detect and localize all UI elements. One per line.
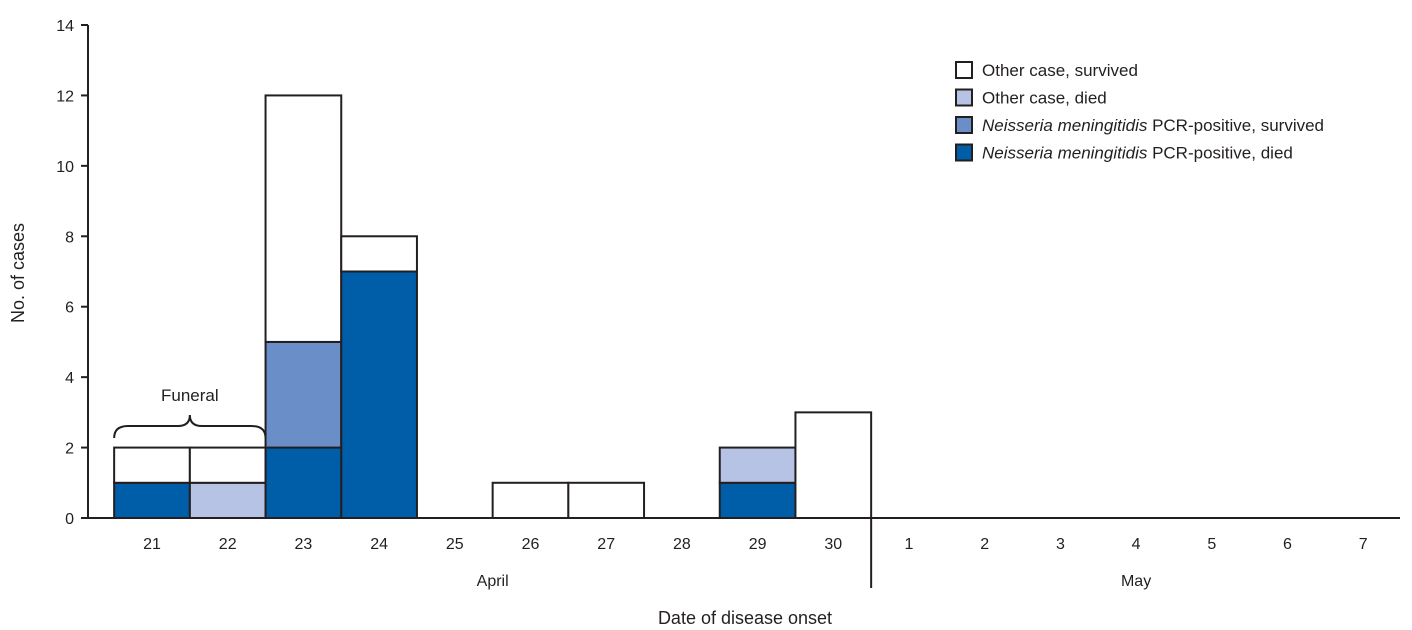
bar-segment-other_survived-24-april xyxy=(340,235,418,273)
bar-segment-other_survived-27-april xyxy=(567,481,646,519)
x-tick-label: 3 xyxy=(1056,536,1065,553)
y-axis-title: No. of cases xyxy=(8,223,28,323)
funeral-annotation-label: Funeral xyxy=(161,386,219,405)
x-tick-label: 29 xyxy=(749,536,767,553)
x-tick-label: 1 xyxy=(905,536,914,553)
bars-layer xyxy=(113,94,873,520)
bar-segment-other_survived-26-april xyxy=(491,481,570,519)
x-tick-label: 30 xyxy=(824,536,842,553)
y-tick-label: 0 xyxy=(65,511,74,528)
x-tick-label: 6 xyxy=(1283,536,1292,553)
legend-label-nm_died: Neisseria meningitidis PCR-positive, die… xyxy=(982,144,1293,163)
bar-segment-nm_survived-23-april xyxy=(264,340,343,449)
legend: Other case, survived Other case, died Neis… xyxy=(955,61,1324,163)
x-tick-label: 27 xyxy=(597,536,615,553)
bar-segment-other_survived-22-april xyxy=(188,446,267,484)
x-tick-label: 26 xyxy=(522,536,540,553)
x-tick-label: 4 xyxy=(1132,536,1141,553)
bar-segment-other_died-22-april xyxy=(188,481,267,519)
month-label-may: May xyxy=(1121,573,1151,590)
bar-segment-other_survived-21-april xyxy=(113,446,191,484)
bar-segment-nm_died-29-april xyxy=(718,481,797,519)
bar-segment-nm_died-23-april xyxy=(264,446,343,520)
x-tick-label: 24 xyxy=(370,536,388,553)
legend-swatch-nm_died xyxy=(955,143,973,162)
x-tick-label: 2 xyxy=(980,536,989,553)
x-axis-title: Date of disease onset xyxy=(658,608,832,628)
y-tick-label: 12 xyxy=(56,88,74,105)
x-tick-label: 25 xyxy=(446,536,464,553)
x-tick-label: 28 xyxy=(673,536,691,553)
bar-segment-other_survived-30-april xyxy=(794,411,873,520)
x-tick-label: 23 xyxy=(295,536,313,553)
legend-label-other_survived: Other case, survived xyxy=(982,61,1138,80)
legend-label-nm_survived: Neisseria meningitidis PCR-positive, sur… xyxy=(982,116,1324,135)
x-tick-label: 22 xyxy=(219,536,237,553)
x-tick-label: 7 xyxy=(1359,536,1368,553)
y-tick-label: 6 xyxy=(65,300,74,317)
legend-swatch-other_died xyxy=(955,88,973,107)
y-tick-label: 10 xyxy=(56,159,74,176)
bar-segment-other_survived-23-april xyxy=(264,94,343,343)
y-tick-label: 2 xyxy=(65,441,74,458)
x-tick-label: 21 xyxy=(143,536,161,553)
annotations-layer: Funeral xyxy=(113,386,267,439)
x-tick-label: 5 xyxy=(1207,536,1216,553)
y-tick-label: 4 xyxy=(65,370,74,387)
bar-segment-nm_died-24-april xyxy=(340,270,418,519)
legend-swatch-other_survived xyxy=(955,61,973,79)
legend-label-other_died: Other case, died xyxy=(982,89,1107,108)
funeral-brace xyxy=(113,414,267,439)
month-label-april: April xyxy=(477,573,509,590)
y-tick-label: 8 xyxy=(65,229,74,246)
bar-segment-nm_died-21-april xyxy=(113,481,191,519)
y-tick-label: 14 xyxy=(56,18,74,35)
bar-segment-other_died-29-april xyxy=(718,446,797,484)
legend-swatch-nm_survived xyxy=(955,116,973,134)
